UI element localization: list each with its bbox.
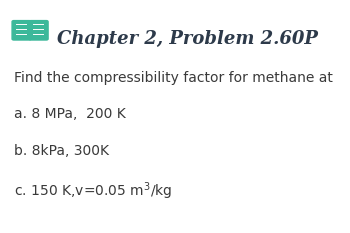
- Text: Chapter 2, Problem 2.60P: Chapter 2, Problem 2.60P: [57, 30, 317, 48]
- FancyBboxPatch shape: [29, 21, 48, 40]
- Text: b. 8kPa, 300K: b. 8kPa, 300K: [14, 144, 109, 158]
- Text: Find the compressibility factor for methane at: Find the compressibility factor for meth…: [14, 71, 332, 85]
- FancyBboxPatch shape: [12, 21, 31, 40]
- Text: a. 8 MPa,  200 K: a. 8 MPa, 200 K: [14, 107, 126, 121]
- Text: c. 150 K,v=0.05 m$^3$/kg: c. 150 K,v=0.05 m$^3$/kg: [14, 180, 172, 202]
